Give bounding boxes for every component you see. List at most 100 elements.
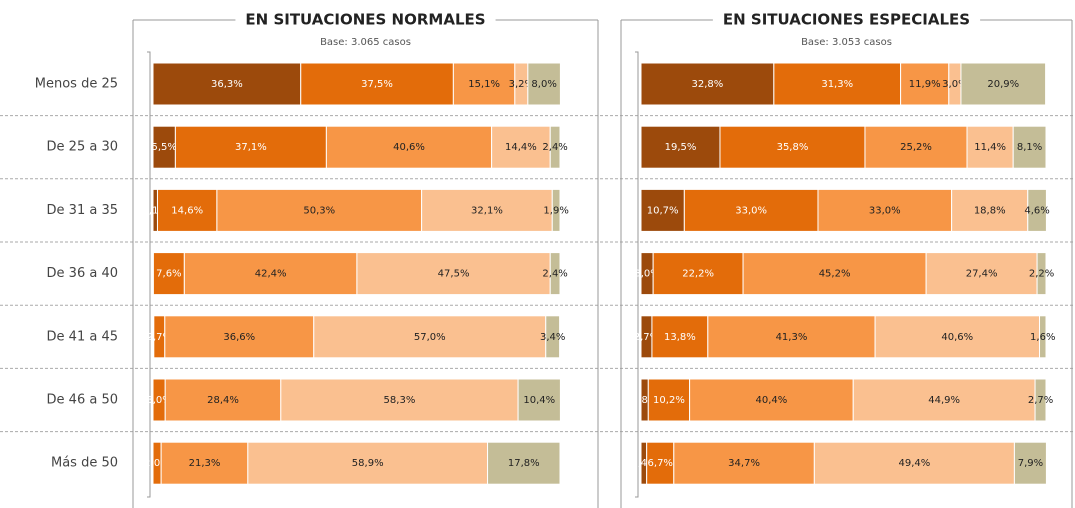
value-label: 42,4%: [255, 269, 287, 280]
value-label: 2,4%: [542, 142, 567, 153]
value-label: 37,1%: [235, 142, 267, 153]
value-label: 33,0%: [735, 205, 767, 216]
value-label: 36,6%: [223, 332, 255, 343]
bar-segment: [300, 62, 454, 106]
bar-segment: [813, 441, 1015, 485]
bar-segment: [640, 188, 685, 232]
bar-segment: [874, 315, 1041, 359]
value-label: 58,3%: [384, 395, 416, 406]
bar-segment: [951, 188, 1029, 232]
value-label: 58,9%: [352, 458, 384, 469]
value-label: 32,1%: [471, 205, 503, 216]
value-label: 1,1%: [143, 205, 168, 216]
bar-segment: [491, 125, 551, 169]
value-label: 40,6%: [941, 332, 973, 343]
value-label: 3,0%: [942, 79, 967, 90]
bar-segment: [925, 252, 1038, 296]
value-label: 1,9%: [543, 205, 568, 216]
value-label: 18,8%: [974, 205, 1006, 216]
value-label: 6,7%: [648, 458, 673, 469]
axis-bracket: [147, 51, 151, 498]
bar-segment: [640, 62, 775, 106]
axis-bracket: [635, 51, 639, 498]
value-label: 40,6%: [393, 142, 425, 153]
category-label: De 41 a 45: [47, 329, 118, 344]
value-label: 36,3%: [211, 79, 243, 90]
value-label: 11,9%: [909, 79, 941, 90]
bar-segment: [1012, 125, 1047, 169]
value-label: 1,4%: [631, 458, 656, 469]
value-label: 2,0%: [144, 458, 169, 469]
value-label: 32,8%: [692, 79, 724, 90]
bar-segment: [549, 125, 561, 169]
chart-title: EN SITUACIONES ESPECIALES: [723, 11, 970, 29]
value-label: 21,3%: [189, 458, 221, 469]
bar-segment: [549, 252, 561, 296]
bar-segment: [646, 441, 675, 485]
category-label: Menos de 25: [35, 77, 118, 92]
value-label: 40,4%: [756, 395, 788, 406]
category-label: De 31 a 35: [47, 203, 118, 218]
chart-title: EN SITUACIONES NORMALES: [245, 11, 485, 29]
value-label: 25,2%: [900, 142, 932, 153]
value-label: 44,9%: [928, 395, 960, 406]
bar-segment: [160, 441, 249, 485]
value-label: 15,1%: [468, 79, 500, 90]
bar-segment: [719, 125, 866, 169]
bar-segment: [651, 315, 709, 359]
value-label: 35,8%: [777, 142, 809, 153]
bar-segment: [247, 441, 489, 485]
value-label: 3,0%: [146, 395, 171, 406]
value-label: 2,4%: [542, 269, 567, 280]
value-label: 13,8%: [664, 332, 696, 343]
value-label: 3,4%: [540, 332, 565, 343]
value-label: 1,8%: [632, 395, 657, 406]
value-label: 27,4%: [966, 269, 998, 280]
value-label: 10,7%: [647, 205, 679, 216]
value-label: 7,6%: [156, 269, 181, 280]
category-label: De 46 a 50: [47, 393, 118, 408]
value-label: 1,6%: [1030, 332, 1055, 343]
value-label: 10,2%: [653, 395, 685, 406]
value-label: 28,4%: [207, 395, 239, 406]
bar-segment: [356, 252, 551, 296]
value-label: 31,3%: [821, 79, 853, 90]
bar-segment: [960, 62, 1047, 106]
bar-segment: [164, 378, 282, 422]
bar-segment: [551, 188, 561, 232]
bar-segment: [647, 378, 691, 422]
bar-segment: [156, 188, 218, 232]
value-label: 7,9%: [1018, 458, 1043, 469]
category-label: De 25 a 30: [47, 140, 118, 155]
bar-segment: [487, 441, 561, 485]
bar-segment: [527, 62, 561, 106]
bar-segment: [452, 62, 516, 106]
value-label: 45,2%: [819, 269, 851, 280]
bar-segment: [280, 378, 519, 422]
value-label: 19,5%: [665, 142, 697, 153]
bar-segment: [864, 125, 968, 169]
bar-segment: [852, 378, 1036, 422]
bar-segment: [325, 125, 493, 169]
value-label: 10,4%: [523, 395, 555, 406]
value-label: 14,4%: [505, 142, 537, 153]
chart-subtitle: Base: 3.053 casos: [801, 37, 892, 48]
value-label: 2,2%: [1029, 269, 1054, 280]
value-label: 17,8%: [508, 458, 540, 469]
bar-segment: [421, 188, 553, 232]
value-label: 33,0%: [869, 205, 901, 216]
bar-segment: [1027, 188, 1047, 232]
value-label: 49,4%: [898, 458, 930, 469]
value-label: 37,5%: [361, 79, 393, 90]
value-label: 11,4%: [974, 142, 1006, 153]
bar-segment: [707, 315, 876, 359]
bar-segment: [1039, 315, 1047, 359]
chart-subtitle: Base: 3.065 casos: [320, 37, 411, 48]
value-label: 8,0%: [531, 79, 556, 90]
value-label: 3,0%: [634, 269, 659, 280]
bar-segment: [1034, 378, 1047, 422]
value-label: 34,7%: [728, 458, 760, 469]
category-label: De 36 a 40: [47, 266, 118, 281]
value-label: 3,2%: [509, 79, 534, 90]
